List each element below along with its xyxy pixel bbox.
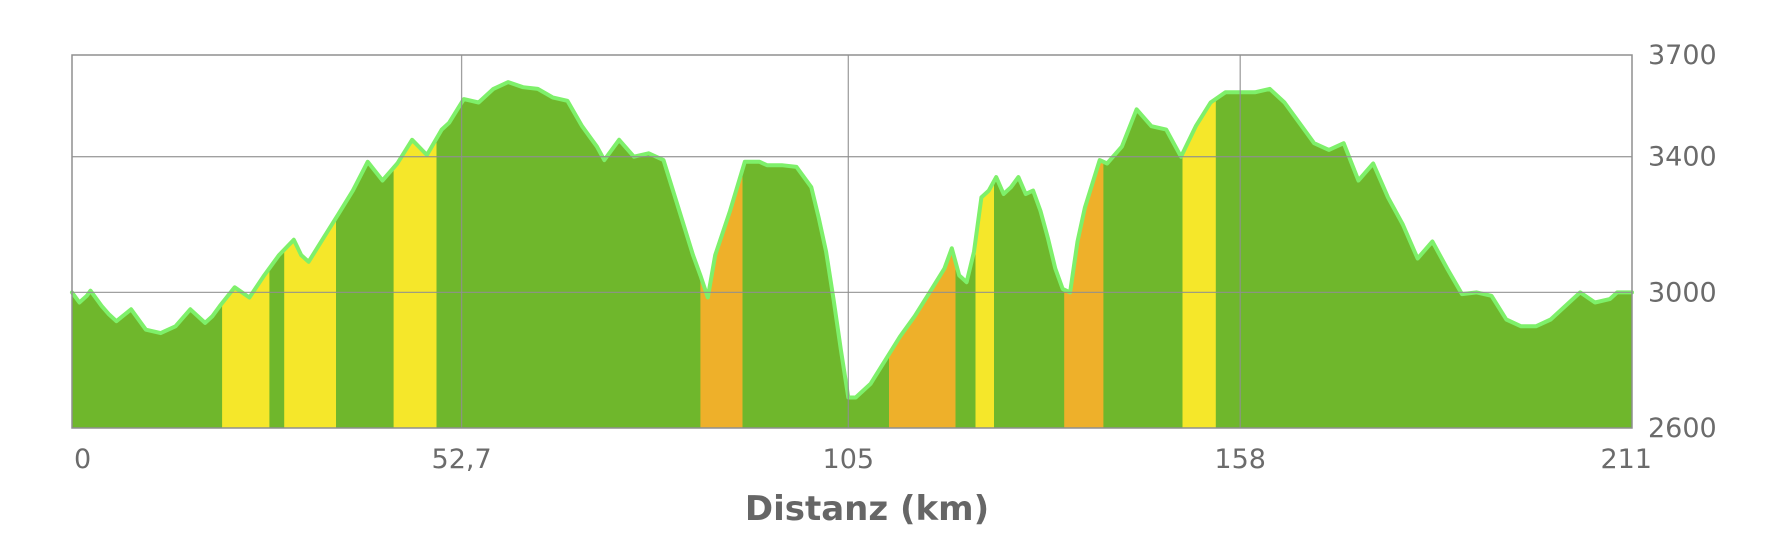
x-tick-label: 52,7 — [432, 444, 492, 475]
grade-band-5 — [889, 82, 956, 428]
grade-band-8 — [1182, 82, 1216, 428]
elevation-outline — [70, 80, 1634, 400]
x-tick-labels: 0 52,7 105 158 211 — [74, 444, 1652, 475]
x-tick-label: 0 — [74, 444, 91, 475]
x-axis-title: Distanz (km) — [745, 489, 989, 529]
y-tick-label: 3400 — [1648, 142, 1717, 173]
grade-band-6 — [975, 82, 994, 428]
x-tick-label: 105 — [823, 444, 875, 475]
y-tick-label: 3000 — [1648, 277, 1717, 308]
grade-band-7 — [1064, 82, 1104, 428]
y-tick-labels: 2600 3000 3400 3700 — [1648, 40, 1717, 444]
grid-layer — [71, 54, 1633, 429]
y-tick-label: 3700 — [1648, 40, 1717, 71]
plot-frame — [71, 54, 1633, 429]
grade-band-1 — [222, 82, 270, 428]
y-tick-label: 2600 — [1648, 413, 1717, 444]
x-tick-label: 211 — [1600, 444, 1652, 475]
x-tick-label: 158 — [1214, 444, 1266, 475]
grade-band-3 — [393, 82, 437, 428]
